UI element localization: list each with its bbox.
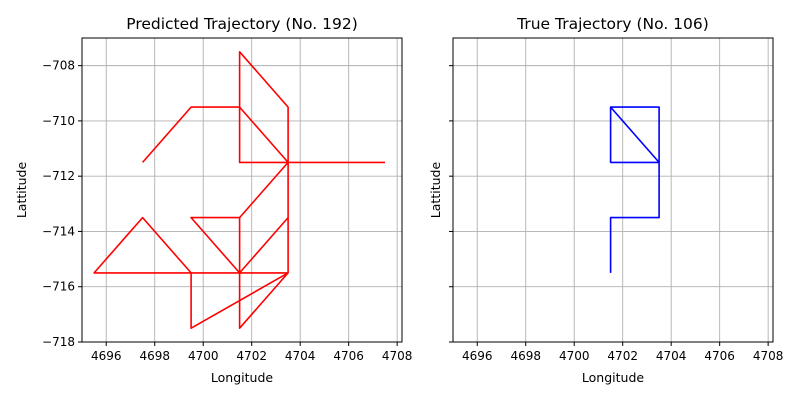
- true-y-ticks: [449, 65, 453, 343]
- true-x-axis-label: Longitude: [582, 370, 644, 385]
- x-tick-label: 4704: [656, 349, 687, 363]
- true-axes-frame: [452, 37, 774, 343]
- predicted-plot-area: [93, 50, 385, 330]
- predicted-chart-title: Predicted Trajectory (No. 192): [126, 15, 358, 33]
- predicted-trajectory-panel: Predicted Trajectory (No. 192) 4696 4698 4…: [14, 15, 412, 385]
- x-tick-label: 4702: [236, 349, 267, 363]
- x-tick-label: 4704: [285, 349, 316, 363]
- x-tick-label: 4698: [139, 349, 170, 363]
- predicted-y-axis-label: Lattitude: [14, 162, 29, 219]
- x-tick-label: 4706: [704, 349, 735, 363]
- true-chart-title: True Trajectory (No. 106): [516, 15, 709, 33]
- true-grid: [453, 38, 773, 343]
- true-plot-area: [609, 106, 660, 273]
- x-tick-label: 4708: [753, 349, 784, 363]
- x-tick-label: 4696: [91, 349, 122, 363]
- true-y-axis-label: Lattitude: [428, 162, 443, 219]
- x-tick-label: 4708: [382, 349, 413, 363]
- predicted-x-ticks: 4696 4698 4700 4702 4704 4706 4708: [91, 342, 412, 363]
- true-trajectory-panel: True Trajectory (No. 106) 4696 4698 4700 47…: [428, 15, 783, 385]
- predicted-y-ticks: −708 −710 −712 −714 −716 −718: [42, 59, 82, 349]
- x-tick-label: 4706: [333, 349, 364, 363]
- y-tick-label: −710: [42, 114, 75, 128]
- y-tick-label: −714: [42, 224, 75, 238]
- predicted-x-axis-label: Longitude: [211, 370, 273, 385]
- predicted-trajectory-line: [93, 50, 385, 330]
- x-tick-label: 4698: [510, 349, 541, 363]
- x-tick-label: 4700: [559, 349, 590, 363]
- x-tick-label: 4702: [607, 349, 638, 363]
- true-trajectory-line: [609, 106, 660, 273]
- x-tick-label: 4696: [462, 349, 493, 363]
- y-tick-label: −712: [42, 169, 75, 183]
- y-tick-label: −718: [42, 335, 75, 349]
- predicted-axes-frame: [81, 37, 403, 343]
- y-tick-label: −708: [42, 59, 75, 73]
- y-tick-label: −716: [42, 280, 75, 294]
- true-x-ticks: 4696 4698 4700 4702 4704 4706 4708: [462, 342, 783, 363]
- x-tick-label: 4700: [188, 349, 219, 363]
